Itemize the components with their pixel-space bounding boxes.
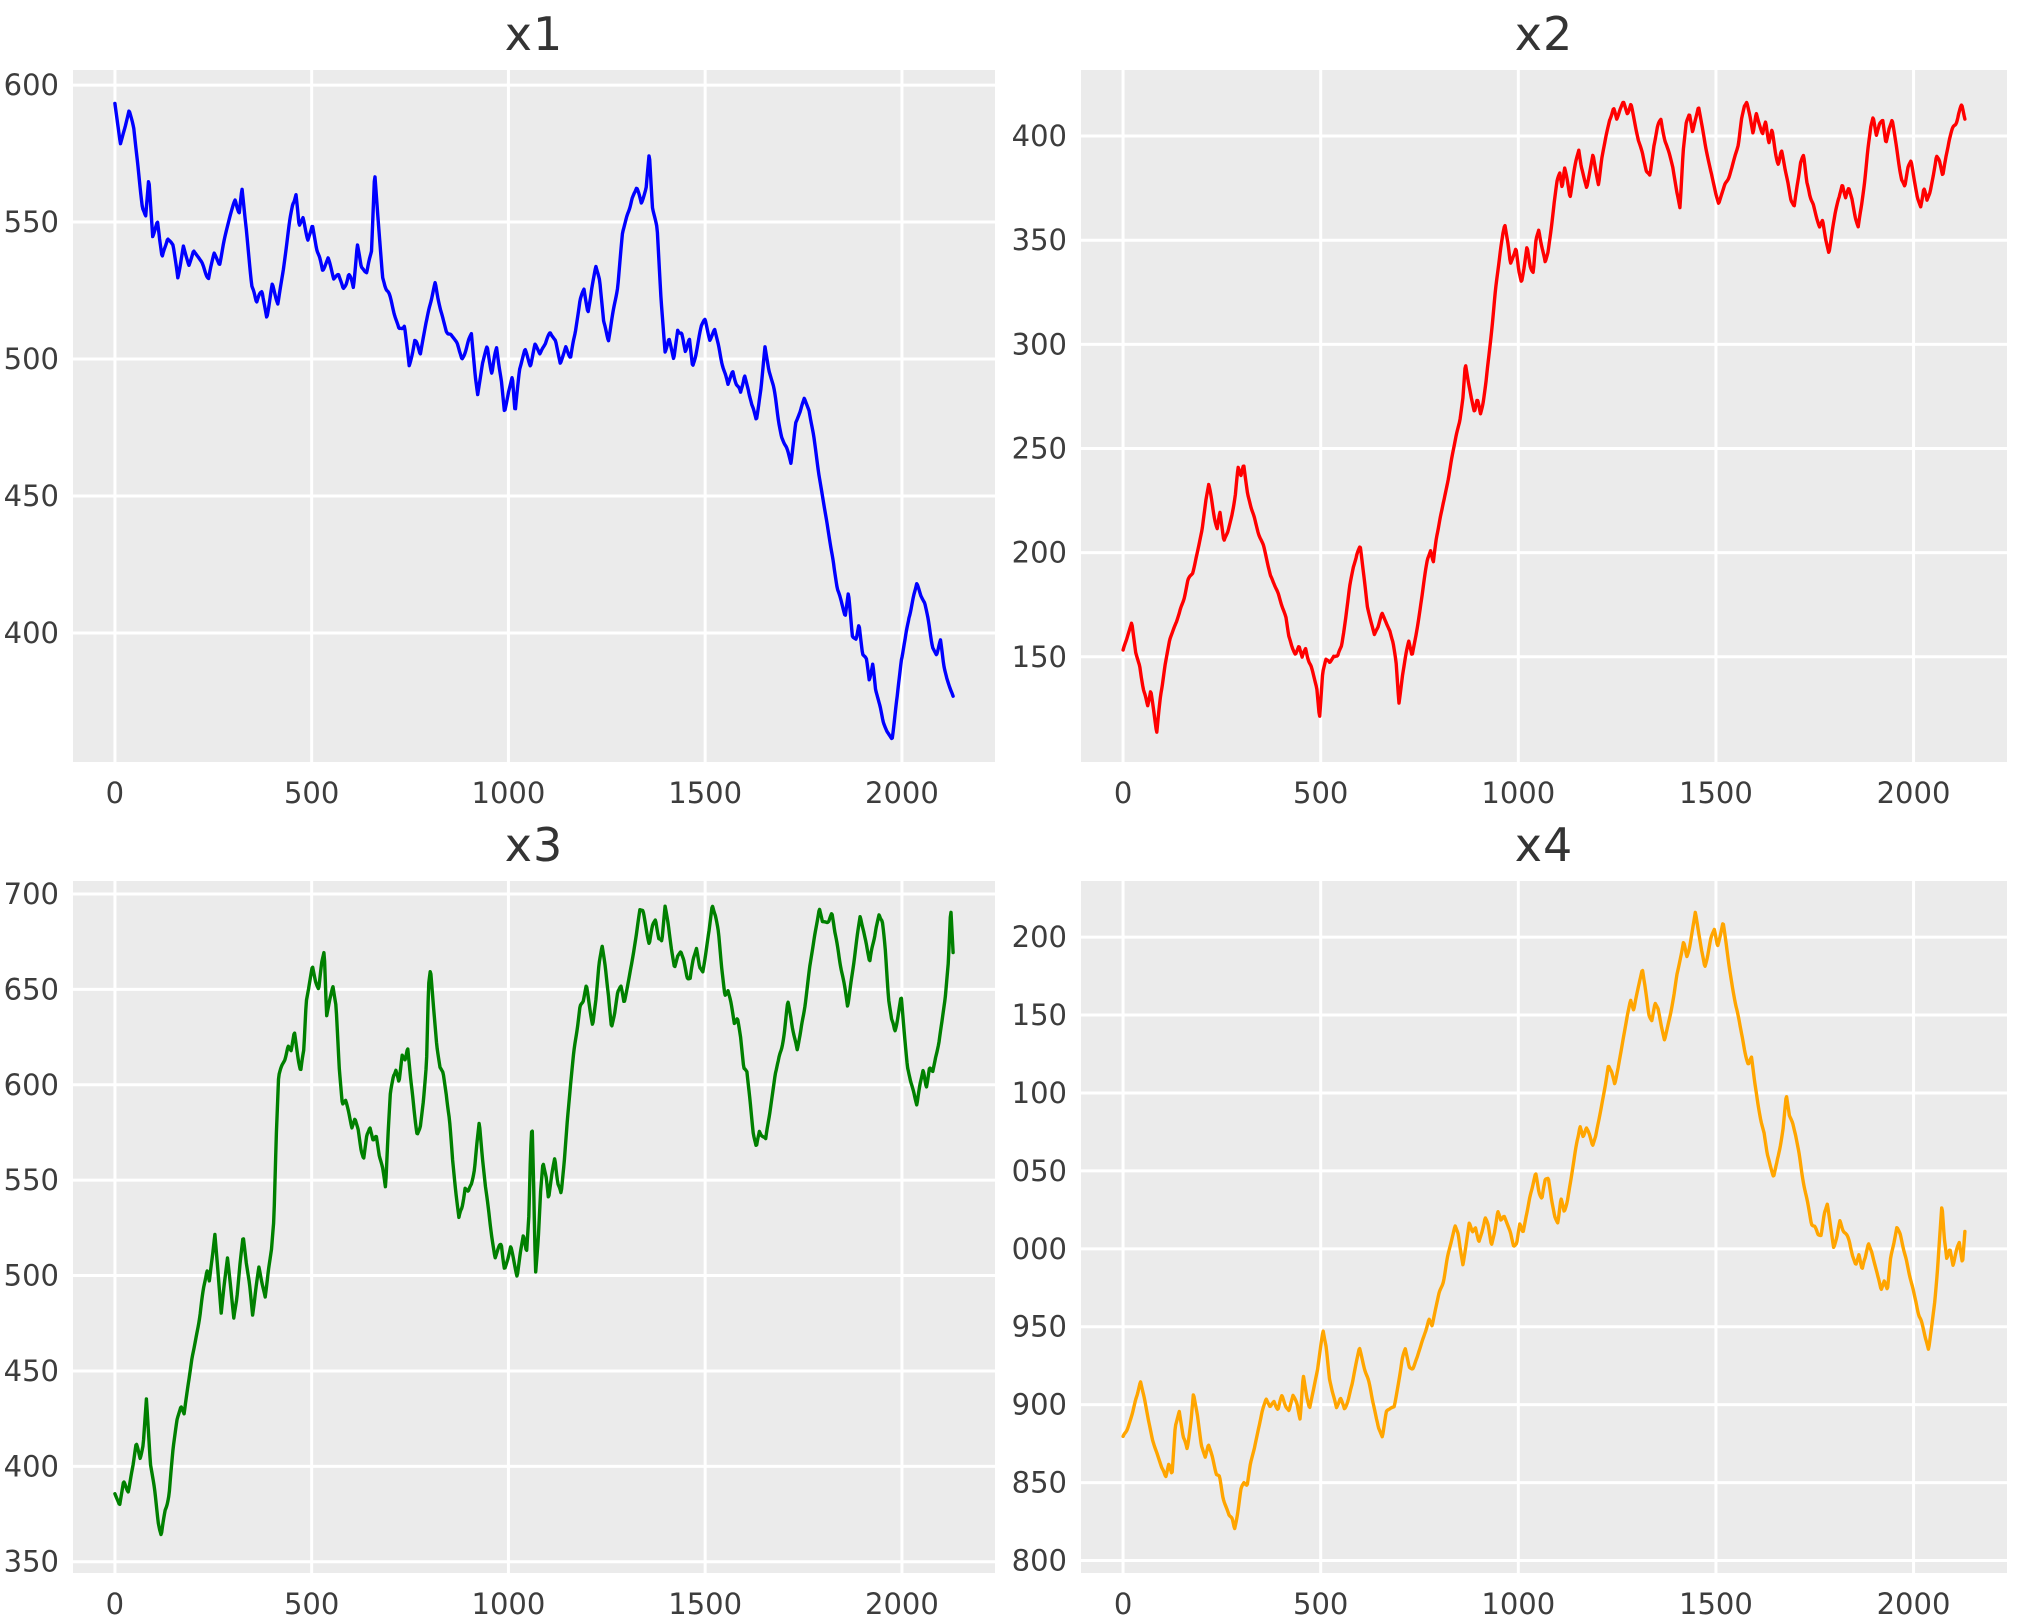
y-tick-label: 500 — [4, 1259, 59, 1293]
y-tick-label: 1150 — [1011, 998, 1067, 1032]
y-tick-label: 700 — [4, 877, 59, 911]
y-tick-label: 350 — [4, 1545, 59, 1579]
y-tick-label: 900 — [1012, 1388, 1067, 1422]
y-tick-label: 450 — [4, 1354, 59, 1388]
tick-labels: 150 200 250 300 350 400 0 500 1000 1500 2000 — [1012, 119, 1951, 810]
chart-title-x4: x4 — [1514, 818, 1574, 872]
y-tick-label: 300 — [1012, 327, 1067, 361]
chart-title-x1: x1 — [504, 7, 564, 61]
x3-series-line — [113, 904, 955, 1537]
x-tick-label: 0 — [106, 776, 124, 810]
x1-plot-canvas: 400 450 500 550 600 0 500 1000 1500 2000 — [4, 68, 995, 810]
tick-labels: 350 400 450 500 550 600 650 700 0 500 1000 1500 2000 — [4, 877, 939, 1621]
plot-background — [1081, 70, 2007, 762]
x-tick-label: 0 — [1114, 1587, 1132, 1621]
subplot-x4: x4 800 850 900 950 1000 1050 1100 1150 1200 0 500 1… — [1011, 811, 2023, 1623]
x-tick-label: 1500 — [1679, 776, 1753, 810]
y-tick-label: 1200 — [1011, 920, 1067, 954]
x-tick-label: 0 — [106, 1587, 124, 1621]
x-tick-label: 2000 — [865, 776, 939, 810]
x1-series-line — [113, 101, 955, 741]
x-tick-label: 1500 — [1679, 1587, 1753, 1621]
y-tick-label: 950 — [1012, 1310, 1067, 1344]
x-tick-label: 1000 — [1481, 1587, 1555, 1621]
y-tick-label: 600 — [4, 1068, 59, 1102]
x2-plot-canvas: 150 200 250 300 350 400 0 500 1000 1500 2000 — [1012, 70, 2007, 810]
x-tick-label: 1500 — [668, 1587, 742, 1621]
subplot-x1: x1 400 450 500 550 600 0 500 1000 1500 2000 — [0, 0, 1011, 811]
y-tick-label: 1050 — [1011, 1154, 1067, 1188]
plot-background — [1081, 881, 2007, 1573]
y-tick-label: 450 — [4, 479, 59, 513]
y-tick-label: 150 — [1012, 640, 1067, 674]
x-tick-label: 1000 — [472, 776, 546, 810]
y-tick-label: 800 — [1012, 1544, 1067, 1578]
x-tick-label: 2000 — [1877, 1587, 1951, 1621]
gridlines — [73, 70, 995, 762]
x-tick-label: 500 — [1293, 776, 1348, 810]
x-tick-label: 0 — [1114, 776, 1132, 810]
x-tick-label: 2000 — [865, 1587, 939, 1621]
y-tick-label: 400 — [1012, 119, 1067, 153]
y-tick-label: 550 — [4, 205, 59, 239]
tick-labels: 800 850 900 950 1000 1050 1100 1150 1200 0 500 1000… — [1011, 920, 1950, 1621]
x2-series-line — [1121, 100, 1967, 734]
y-tick-label: 350 — [1012, 223, 1067, 257]
y-tick-label: 850 — [1012, 1466, 1067, 1500]
x-tick-label: 2000 — [1877, 776, 1951, 810]
x-tick-label: 1500 — [668, 776, 742, 810]
x-tick-label: 1000 — [1481, 776, 1555, 810]
x-tick-label: 500 — [284, 776, 339, 810]
y-tick-label: 600 — [4, 68, 59, 102]
y-tick-label: 650 — [4, 972, 59, 1006]
gridlines — [73, 881, 995, 1573]
chart-title-x3: x3 — [504, 818, 564, 872]
x-tick-label: 500 — [1293, 1587, 1348, 1621]
y-tick-label: 500 — [4, 342, 59, 376]
chart-title-x2: x2 — [1514, 7, 1574, 61]
x4-plot-canvas: 800 850 900 950 1000 1050 1100 1150 1200 0 500 1000… — [1011, 881, 2007, 1621]
x3-plot-canvas: 350 400 450 500 550 600 650 700 0 500 1000 1500 2000 — [4, 877, 995, 1621]
x4-series-line — [1121, 910, 1967, 1531]
x-tick-label: 500 — [284, 1587, 339, 1621]
y-tick-label: 1000 — [1011, 1232, 1067, 1266]
tick-labels: 400 450 500 550 600 0 500 1000 1500 2000 — [4, 68, 939, 810]
y-tick-label: 400 — [4, 616, 59, 650]
y-tick-label: 1100 — [1011, 1076, 1067, 1110]
x-tick-label: 1000 — [472, 1587, 546, 1621]
plot-background — [73, 70, 995, 762]
y-tick-label: 250 — [1012, 431, 1067, 465]
y-tick-label: 200 — [1012, 536, 1067, 570]
subplot-x2: x2 150 200 250 300 350 400 0 500 1000 1500 2000 — [1011, 0, 2023, 811]
y-tick-label: 400 — [4, 1449, 59, 1483]
y-tick-label: 550 — [4, 1163, 59, 1197]
gridlines — [1081, 881, 2007, 1573]
subplot-x3: x3 350 400 450 500 550 600 650 700 0 500 1000 1500 2… — [0, 811, 1011, 1623]
